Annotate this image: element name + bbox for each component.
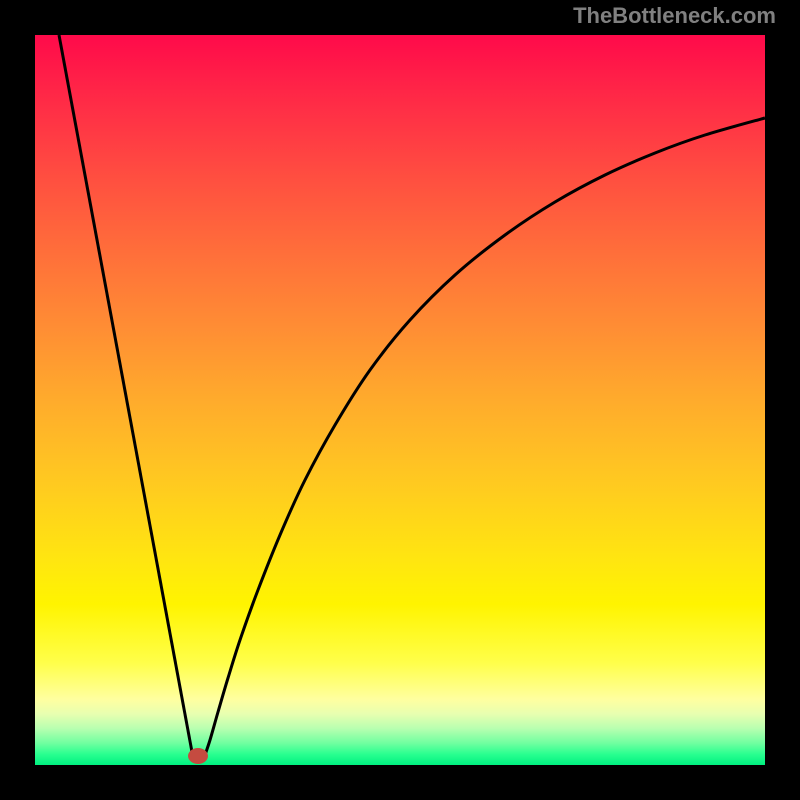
chart-container: TheBottleneck.com [0, 0, 800, 800]
watermark-text: TheBottleneck.com [573, 3, 776, 29]
minimum-marker [188, 748, 208, 764]
curve-right-branch [205, 118, 765, 755]
curve-overlay [0, 0, 800, 800]
curve-left-branch [59, 35, 192, 752]
